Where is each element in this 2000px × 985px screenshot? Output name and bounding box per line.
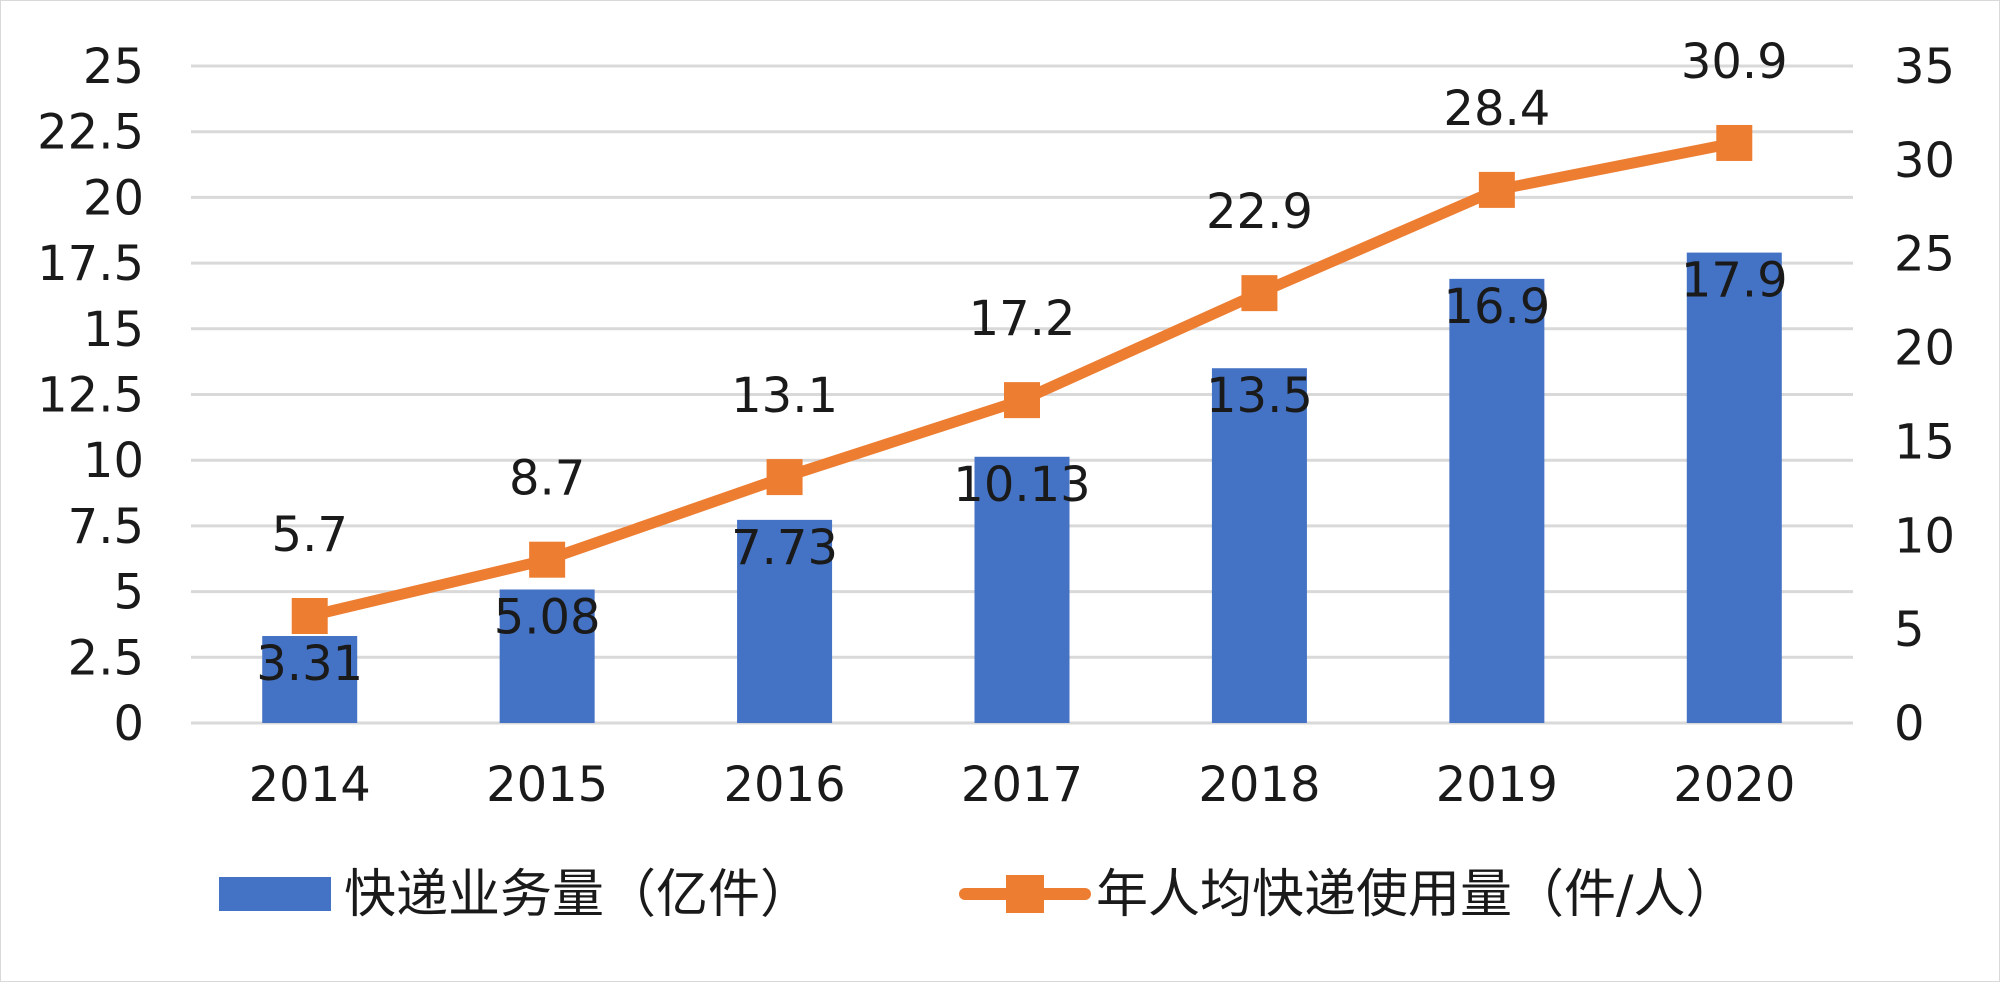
x-axis-tick-label: 2015 <box>486 757 608 813</box>
bar-data-label: 16.9 <box>1443 279 1550 335</box>
left-axis-tick-label: 17.5 <box>37 236 144 292</box>
legend-bar-swatch <box>219 877 331 911</box>
line-series <box>291 124 1753 635</box>
line-marker <box>1716 124 1753 161</box>
line-data-label: 17.2 <box>969 291 1076 347</box>
right-axis-tick-label: 5 <box>1894 602 1925 658</box>
bar <box>262 636 358 723</box>
right-y-axis: 0 5 10 15 20 25 30 35 <box>1894 39 1955 752</box>
x-axis-tick-label: 2017 <box>961 757 1083 813</box>
left-axis-tick-label: 12.5 <box>37 368 144 424</box>
line-data-label: 8.7 <box>509 451 585 507</box>
left-axis-tick-label: 10 <box>83 433 144 489</box>
line-marker <box>1478 171 1515 208</box>
x-axis-tick-label: 2014 <box>249 757 371 813</box>
left-axis-tick-label: 7.5 <box>68 499 144 555</box>
bar <box>737 519 833 723</box>
line-marker <box>291 598 328 635</box>
left-axis-tick-label: 2.5 <box>68 630 144 686</box>
x-axis: 2014 2015 2016 2017 2018 2019 2020 <box>249 757 1796 813</box>
bar-data-label: 10.13 <box>953 457 1090 513</box>
bar-data-label: 17.9 <box>1681 253 1788 309</box>
legend-bar-label: 快递业务量（亿件） <box>344 865 812 925</box>
bar <box>1449 278 1545 723</box>
line-marker <box>766 459 803 496</box>
line-marker <box>529 541 566 578</box>
left-axis-tick-label: 15 <box>83 302 144 358</box>
bar-data-label: 5.08 <box>494 589 601 645</box>
x-axis-tick-label: 2016 <box>723 757 845 813</box>
line-marker <box>1004 382 1040 419</box>
right-axis-tick-label: 25 <box>1894 227 1955 283</box>
bar <box>1686 252 1782 723</box>
left-axis-tick-label: 22.5 <box>37 105 144 161</box>
left-axis-tick-label: 5 <box>113 565 144 621</box>
right-axis-tick-label: 10 <box>1894 508 1955 564</box>
right-axis-tick-label: 30 <box>1894 133 1955 189</box>
bar-series <box>262 252 1782 723</box>
bar <box>1211 368 1307 723</box>
line-marker <box>1241 275 1278 312</box>
line-data-label: 22.9 <box>1206 184 1313 240</box>
left-axis-tick-label: 25 <box>83 39 144 95</box>
x-axis-tick-label: 2019 <box>1436 757 1558 813</box>
legend-line-marker-icon <box>1006 875 1044 913</box>
left-y-axis: 0 2.5 5 7.5 10 12.5 15 17.5 20 22.5 25 <box>37 39 144 752</box>
line-data-label: 5.7 <box>272 507 348 563</box>
x-axis-tick-label: 2020 <box>1673 757 1795 813</box>
legend-line-label: 年人均快递使用量（件/人） <box>1096 865 1738 925</box>
right-axis-tick-label: 0 <box>1894 696 1925 752</box>
right-axis-tick-label: 20 <box>1894 321 1955 377</box>
bar <box>974 456 1070 723</box>
line-data-labels: 5.7 8.7 13.1 17.2 22.9 28.4 30.9 <box>272 34 1788 563</box>
legend: 快递业务量（亿件） 年人均快递使用量（件/人） <box>219 865 1738 925</box>
x-axis-tick-label: 2018 <box>1198 757 1320 813</box>
right-axis-tick-label: 15 <box>1894 414 1955 470</box>
line-data-label: 28.4 <box>1443 81 1550 137</box>
bar-data-label: 13.5 <box>1206 368 1313 424</box>
bar-data-labels: 3.31 5.08 7.73 10.13 13.5 16.9 17.9 <box>256 253 1787 692</box>
bar-data-label: 7.73 <box>731 520 838 576</box>
bar-data-label: 3.31 <box>256 636 363 692</box>
line-data-label: 30.9 <box>1681 34 1788 90</box>
bar <box>499 589 595 723</box>
right-axis-tick-label: 35 <box>1894 39 1955 95</box>
left-axis-tick-label: 20 <box>83 170 144 226</box>
line-data-label: 13.1 <box>731 368 838 424</box>
left-axis-tick-label: 0 <box>113 696 144 752</box>
